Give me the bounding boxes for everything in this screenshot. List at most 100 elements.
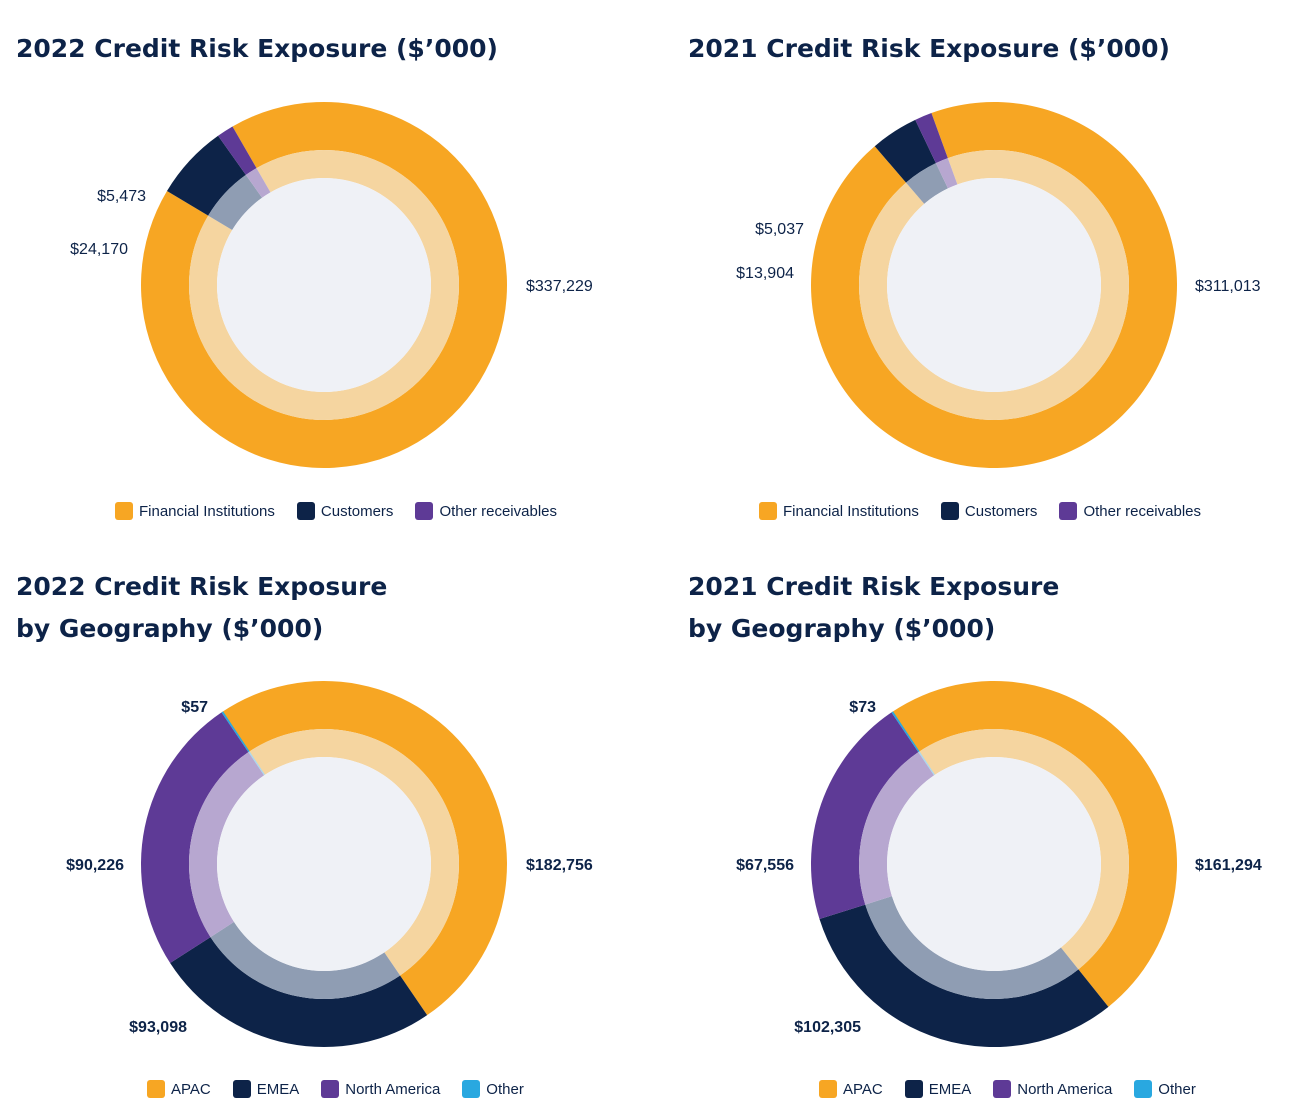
legend-swatch [1134, 1080, 1153, 1098]
chart-title-line: 2021 Credit Risk Exposure [688, 572, 1060, 601]
inner-slice-emea [865, 896, 1079, 999]
slice-apac [891, 681, 1177, 1007]
legend-label: Financial Institutions [139, 502, 275, 520]
data-label: $90,226 [66, 857, 124, 874]
chart-title-line: by Geography ($’000) [16, 614, 324, 643]
legend-swatch [993, 1080, 1012, 1098]
chart-title-line: 2022 Credit Risk Exposure ($’000) [16, 34, 498, 63]
inner-slice-apac [248, 729, 459, 976]
chart-title: 2022 Credit Risk Exposure ($’000) [16, 28, 498, 70]
legend-swatch [115, 502, 133, 520]
legend-item: APAC [819, 1080, 883, 1098]
data-label: $161,294 [1195, 857, 1262, 874]
inner-slice-other [918, 751, 935, 776]
slice-other-receivables [915, 113, 948, 164]
legend-label: Customers [320, 502, 394, 520]
legend-item: North America [993, 1080, 1112, 1098]
inner-slice-other-receivables [245, 168, 271, 198]
legend-label: APAC [843, 1080, 883, 1098]
legend-item: Other receivables [1059, 502, 1201, 520]
legend-label: Other receivables [1083, 502, 1201, 520]
data-label: $13,904 [736, 265, 794, 282]
legend-swatch [321, 1080, 340, 1098]
inner-slice-other [248, 751, 266, 776]
data-label: $5,037 [755, 221, 804, 238]
legend-item: Other [1134, 1080, 1196, 1098]
data-label: $311,013 [1195, 278, 1261, 295]
slice-north-america [811, 712, 919, 920]
legend-swatch [819, 1080, 837, 1098]
slice-apac [221, 681, 507, 1016]
legend-swatch [759, 502, 777, 520]
legend-swatch [462, 1080, 481, 1098]
legend-item: EMEA [904, 1080, 972, 1098]
inner-slice-north-america [859, 752, 935, 905]
donut-center [887, 757, 1101, 971]
slice-emea [170, 937, 428, 1048]
slice-other [891, 711, 920, 753]
chart-legend: APAC EMEA North America Other [819, 1080, 1196, 1098]
data-label: $102,305 [794, 1019, 861, 1036]
legend-swatch [1059, 502, 1078, 520]
slice-customers [874, 119, 936, 183]
data-label: $24,170 [70, 241, 128, 258]
legend-swatch [415, 502, 434, 520]
slice-customers [166, 135, 246, 216]
inner-slice-apac [918, 728, 1130, 970]
slice-other-receivables [218, 126, 257, 175]
legend-item: Financial Institutions [115, 502, 275, 520]
chart-legend: Financial Institutions Customers Other rec… [115, 502, 557, 520]
chart-title: 2021 Credit Risk Exposure by Geography (… [688, 566, 1059, 650]
legend-item: Other receivables [415, 502, 557, 520]
legend-item: Other [462, 1080, 524, 1098]
legend-item: Financial Institutions [759, 502, 919, 520]
legend-label: Other [1158, 1080, 1196, 1098]
slice-north-america [140, 712, 249, 964]
inner-slice-other-receivables [935, 158, 958, 189]
donut-center [217, 178, 431, 392]
chart-legend: Financial Institutions Customers Other rec… [759, 502, 1201, 520]
legend-swatch [904, 1080, 923, 1098]
donut-center [217, 757, 431, 971]
data-label: $67,556 [736, 857, 794, 874]
inner-slice-emea [210, 921, 401, 999]
chart-title-line: 2022 Credit Risk Exposure [16, 572, 388, 601]
legend-swatch [940, 502, 959, 520]
legend-label: APAC [171, 1080, 211, 1098]
data-label: $182,756 [526, 857, 593, 874]
legend-label: North America [1017, 1080, 1113, 1098]
legend-item: North America [321, 1080, 440, 1098]
slice-emea [819, 904, 1109, 1047]
legend-item: APAC [147, 1080, 211, 1098]
legend-swatch [147, 1080, 165, 1098]
legend-label: EMEA [256, 1080, 300, 1098]
data-label: $73 [849, 699, 876, 716]
legend-swatch [232, 1080, 251, 1098]
legend-swatch [296, 502, 315, 520]
legend-label: Customers [964, 502, 1038, 520]
legend-item: EMEA [232, 1080, 300, 1098]
chart-title-line: 2021 Credit Risk Exposure ($’000) [688, 34, 1170, 63]
inner-slice-north-america [188, 752, 265, 938]
legend-label: Financial Institutions [783, 502, 919, 520]
data-label: $337,229 [526, 278, 593, 295]
legend-label: EMEA [928, 1080, 972, 1098]
inner-slice-customers [208, 174, 263, 231]
legend-label: Other receivables [439, 502, 557, 520]
chart-title: 2022 Credit Risk Exposure by Geography (… [16, 566, 387, 650]
legend-item: Customers [940, 502, 1038, 520]
data-label: $93,098 [129, 1019, 187, 1036]
inner-slice-customers [906, 163, 948, 204]
chart-title: 2021 Credit Risk Exposure ($’000) [688, 28, 1170, 70]
data-label: $57 [181, 699, 208, 716]
data-label: $5,473 [97, 188, 146, 205]
legend-label: North America [345, 1080, 441, 1098]
legend-item: Customers [296, 502, 394, 520]
legend-label: Other [486, 1080, 524, 1098]
donut-center [887, 178, 1101, 392]
chart-legend: APAC EMEA North America Other [147, 1080, 524, 1098]
